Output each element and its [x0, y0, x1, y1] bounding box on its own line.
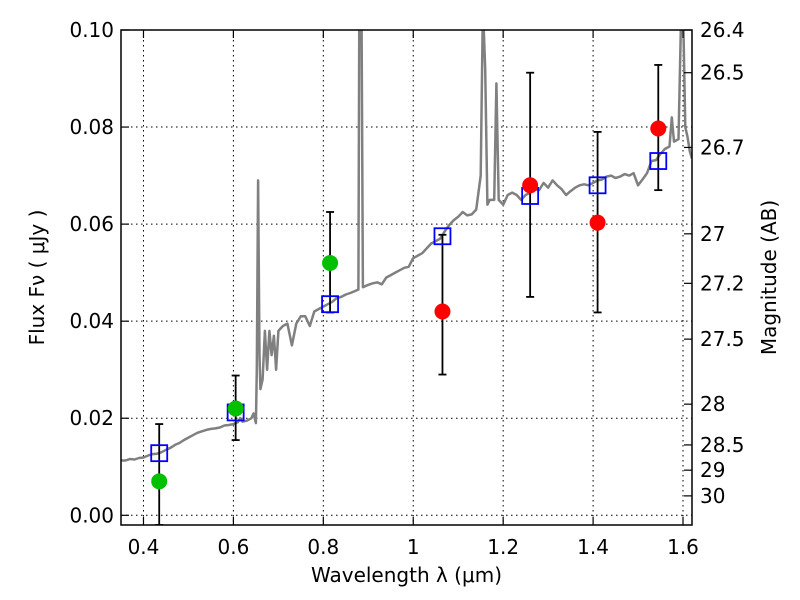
- model-square-point: [588, 176, 607, 195]
- y-tick-label: 0.08: [69, 115, 114, 139]
- right-tick-label: 27.5: [700, 327, 745, 351]
- y-tick-label: 0.02: [69, 406, 114, 430]
- y-axis-title-right: Magnitude (AB): [757, 200, 781, 355]
- y-tick-label: 0.10: [69, 18, 114, 42]
- right-tick-label: 27.2: [700, 271, 745, 295]
- model-square-point: [649, 152, 668, 170]
- model-square-point: [150, 444, 169, 463]
- right-tick-label: 29: [700, 458, 725, 482]
- right-tick-label: 28.5: [700, 433, 745, 457]
- right-tick-label: 26.5: [700, 61, 745, 85]
- axis-ticks: 0.4 0.6 0.8 1 1.2 1.4 1.6 0.00 0.02 0.04 0.06 0.08 0…: [69, 18, 744, 559]
- model-square-point: [433, 227, 452, 246]
- right-tick-label: 26.7: [700, 135, 745, 159]
- right-tick-label: 27: [700, 222, 725, 246]
- x-tick-label: 1: [407, 535, 420, 559]
- x-tick-label: 0.8: [307, 535, 339, 559]
- x-tick-label: 1.4: [577, 535, 609, 559]
- observed-point: [322, 254, 339, 271]
- y-tick-label: 0.06: [69, 212, 114, 236]
- observed-point: [589, 214, 606, 231]
- y-tick-label: 0.00: [69, 503, 114, 527]
- grid-lines: [121, 29, 692, 525]
- observed-point: [650, 120, 667, 137]
- observed-point: [151, 473, 168, 490]
- plot-frame: [120, 29, 693, 526]
- x-tick-label: 1.2: [487, 535, 519, 559]
- model-square-point: [321, 295, 339, 314]
- sed-line: [121, 30, 692, 462]
- y-axis-title-left: Flux Fν ( μJy ): [25, 210, 49, 346]
- x-tick-label: 1.6: [667, 535, 699, 559]
- observed-point: [434, 303, 451, 320]
- x-axis-title: Wavelength λ (μm): [311, 563, 502, 587]
- right-tick-label: 30: [700, 484, 725, 508]
- right-tick-label: 26.4: [700, 18, 745, 42]
- plot-content: [121, 30, 692, 525]
- observed-point: [227, 400, 244, 417]
- right-tick-label: 28: [700, 392, 725, 416]
- observed-point: [522, 177, 539, 194]
- y-tick-label: 0.04: [69, 309, 114, 333]
- x-tick-label: 0.4: [128, 535, 160, 559]
- x-tick-label: 0.6: [217, 535, 249, 559]
